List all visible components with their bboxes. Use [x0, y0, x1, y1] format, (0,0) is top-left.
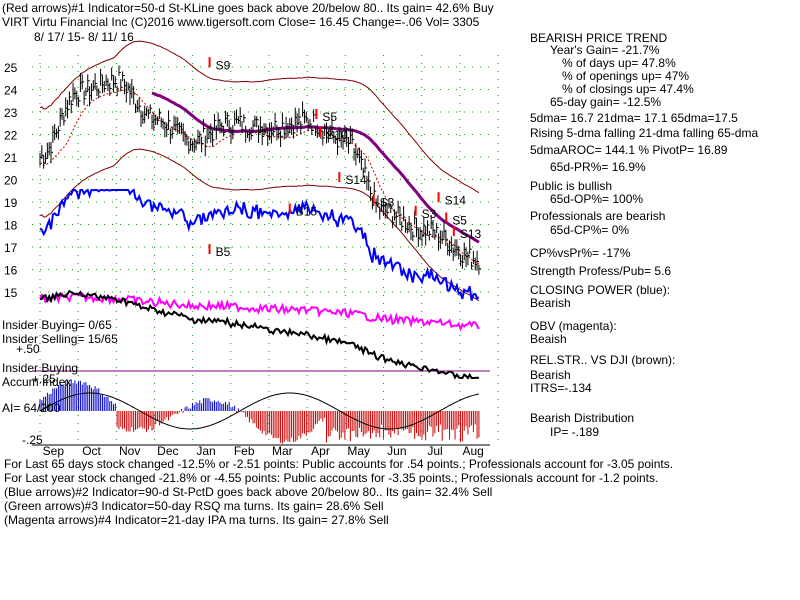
- y-tick-label: 23: [4, 106, 18, 120]
- insider-buying-label: Insider Buying: [2, 361, 78, 375]
- plus50-label: +.50: [16, 342, 40, 356]
- sidebar-line: 65d-PR%= 16.9%: [550, 160, 646, 174]
- insider-buying-count: Insider Buying= 0/65: [2, 318, 112, 332]
- insider-selling-count: Insider Selling= 15/65: [2, 332, 118, 346]
- footer-line: (Blue arrows)#2 Indicator=90-d St-PctD g…: [4, 485, 492, 499]
- accum-index-label: Accum Index: [2, 375, 71, 389]
- x-tick-label: Nov: [119, 444, 140, 458]
- header-indicator-line: (Red arrows)#1 Indicator=50-d St-KLine g…: [2, 1, 494, 15]
- ai-label: AI= 64/200: [2, 401, 61, 415]
- signal-label: S9: [216, 58, 231, 72]
- minus25-label: -.25: [22, 433, 43, 447]
- accum-index-bars: [39, 379, 480, 444]
- y-tick-label: 22: [4, 129, 18, 143]
- y-tick-labels: 15 16 17 18 19 20 21 22 23 24 25: [4, 61, 18, 300]
- signal-label: B5: [216, 245, 231, 259]
- footer-line: For Last 65 days stock changed -12.5% or…: [4, 457, 673, 471]
- y-tick-label: 17: [4, 241, 18, 255]
- y-tick-label: 16: [4, 264, 18, 278]
- sidebar-line: Public is bullish: [530, 179, 612, 193]
- sidebar-line: BEARISH PRICE TREND: [530, 31, 667, 45]
- accum-ma-line: [39, 392, 480, 430]
- sidebar-line: 65-day gain= -12.5%: [550, 95, 661, 109]
- signal-arrows: [208, 57, 455, 254]
- x-tick-label: Jun: [387, 444, 406, 458]
- x-tick-label: Oct: [82, 444, 101, 458]
- sidebar-line: Bearish Distribution: [530, 411, 634, 425]
- header-title-line: VIRT Virtu Financial Inc (C)2016 www.tig…: [2, 15, 480, 29]
- sidebar-line: Professionals are bearish: [530, 209, 665, 223]
- x-tick-label: Sep: [43, 444, 65, 458]
- price-series: [39, 65, 481, 275]
- sidebar-line: CP%vsPr%= -17%: [530, 246, 631, 260]
- x-tick-label: Dec: [157, 444, 178, 458]
- signal-label: S10: [326, 128, 348, 142]
- footer-line: For Last year stock changed -21.8% or -4…: [4, 471, 658, 485]
- footer-notes: For Last 65 days stock changed -12.5% or…: [4, 457, 673, 527]
- signal-label: S5: [452, 214, 467, 228]
- sidebar-line: % of closings up= 47.4%: [562, 82, 694, 96]
- signal-label: S5: [322, 110, 337, 124]
- sidebar-line: 5dmaAROC= 144.1 % PivotP= 16.89: [530, 143, 728, 157]
- sidebar-line: % of days up= 47.8%: [562, 56, 676, 70]
- x-tick-label: May: [347, 444, 370, 458]
- y-tick-label: 15: [4, 286, 18, 300]
- closing-power-line: [39, 188, 480, 301]
- signal-label: S3: [422, 207, 437, 221]
- y-tick-label: 20: [4, 174, 18, 188]
- sidebar-line: IP= -.189: [550, 425, 599, 439]
- signal-label: S13: [460, 227, 482, 241]
- signal-label: S14: [445, 193, 467, 207]
- rel-str-line: [39, 289, 480, 380]
- date-range: 8/ 17/ 15- 8/ 11/ 16: [34, 30, 134, 44]
- sidebar-line: Beaish: [530, 332, 567, 346]
- y-tick-label: 24: [4, 84, 18, 98]
- plus25-label: +.25: [32, 372, 56, 386]
- sidebar-line: REL.STR.. VS DJI (brown):: [530, 353, 675, 367]
- chart-grid: [32, 55, 499, 446]
- obv-line: [39, 291, 480, 332]
- x-tick-label: Feb: [234, 444, 255, 458]
- signal-label: B15: [296, 205, 318, 219]
- sidebar-line: OBV (magenta):: [530, 319, 617, 333]
- sidebar-line: Bearish: [530, 368, 571, 382]
- sidebar-line: 65d-OP%= 100%: [550, 192, 643, 206]
- lower-band: [39, 148, 480, 302]
- y-tick-label: 25: [4, 61, 18, 75]
- x-tick-label: Jan: [196, 444, 215, 458]
- x-tick-label: Jul: [427, 444, 442, 458]
- y-tick-label: 21: [4, 151, 18, 165]
- upper-band: [39, 40, 480, 194]
- sidebar-line: Year's Gain= -21.7%: [550, 43, 660, 57]
- sidebar-line: ITRS=-.134: [530, 381, 592, 395]
- lower-indicators: [39, 188, 480, 380]
- y-tick-label: 18: [4, 219, 18, 233]
- x-tick-label: Mar: [272, 444, 293, 458]
- x-tick-label: Apr: [311, 444, 330, 458]
- sidebar-line: 65d-CP%= 0%: [550, 223, 629, 237]
- x-tick-label: Aug: [463, 444, 484, 458]
- footer-line: (Magenta arrows)#4 Indicator=21-day IPA …: [4, 513, 389, 527]
- y-tick-label: 19: [4, 196, 18, 210]
- signal-label: S14: [345, 173, 367, 187]
- sidebar-line: % of openings up= 47%: [562, 69, 689, 83]
- sidebar-line: Strength Profess/Pub= 5.6: [530, 264, 671, 278]
- sidebar-line: 5dma= 16.7 21dma= 17.1 65dma=17.5: [530, 111, 738, 125]
- footer-line: (Green arrows)#3 Indicator=50-day RSQ ma…: [4, 499, 384, 513]
- signal-label: S3: [380, 196, 395, 210]
- sidebar-line: Bearish: [530, 296, 571, 310]
- sidebar-line: CLOSING POWER (blue):: [530, 283, 670, 297]
- sidebar-line: Rising 5-dma falling 21-dma falling 65-d…: [530, 126, 758, 140]
- x-tick-labels: Sep Oct Nov Dec Jan Feb Mar Apr May Jun Jul Aug: [43, 444, 484, 458]
